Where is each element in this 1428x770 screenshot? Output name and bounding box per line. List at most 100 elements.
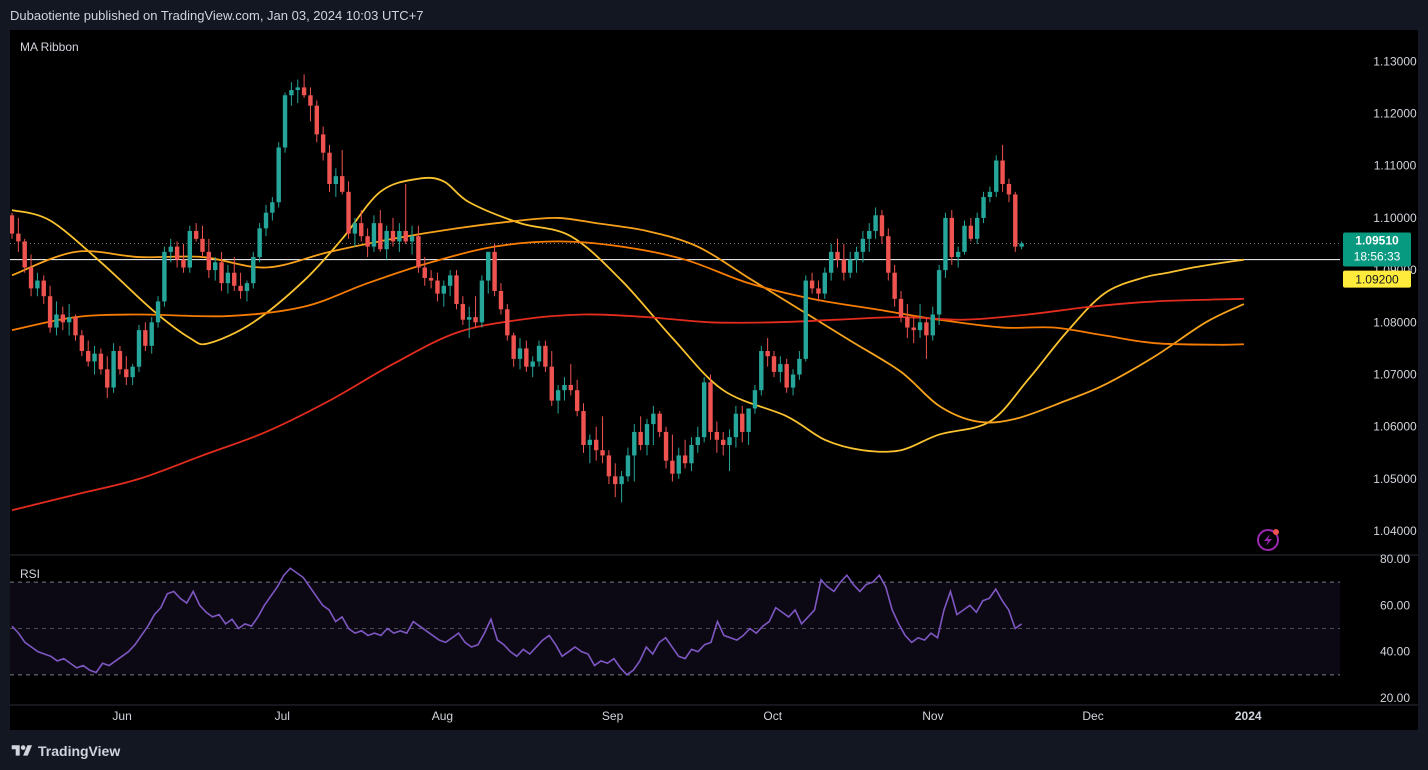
price-tick-label: 1.12000	[1373, 107, 1417, 121]
candle-body	[930, 314, 935, 336]
candle-body	[892, 272, 897, 299]
candle-body	[435, 280, 440, 294]
candle-body	[244, 283, 250, 291]
candle-body	[447, 275, 453, 286]
candle-body	[276, 147, 281, 203]
candle-body	[752, 390, 758, 409]
publisher-line: Dubaotiente published on TradingView.com…	[10, 8, 424, 23]
candle-body	[594, 439, 599, 451]
candle-body	[860, 238, 866, 252]
candle-body	[454, 275, 459, 305]
candle-body	[498, 291, 504, 310]
footer: TradingView	[10, 740, 120, 762]
candle-body	[365, 236, 370, 247]
time-tick-label: Jul	[275, 709, 290, 723]
candle-body	[822, 272, 827, 294]
candle-body	[213, 262, 218, 271]
candle-body	[867, 230, 872, 239]
last-price-label: 1.09510	[1355, 233, 1399, 247]
candle-body	[778, 364, 783, 372]
price-tick-label: 1.05000	[1373, 472, 1417, 486]
candle-body	[721, 439, 726, 445]
candle-body	[784, 364, 789, 388]
candle-body	[746, 408, 751, 432]
candle-body	[60, 314, 65, 323]
candle-body	[181, 259, 186, 268]
price-tick-label: 1.13000	[1373, 54, 1417, 68]
candle-body	[117, 351, 123, 370]
candle-body	[340, 176, 345, 192]
last-price-badge: 1.09510 18:56:33	[1343, 232, 1411, 267]
price-tick-label: 1.08000	[1373, 315, 1417, 329]
candle-body	[987, 191, 993, 198]
lightning-icon[interactable]	[1257, 529, 1279, 551]
candle-body	[232, 272, 237, 286]
candle-body	[295, 87, 300, 91]
candle-body	[632, 431, 637, 456]
candle-body	[327, 152, 332, 184]
candle-body	[47, 296, 53, 328]
candle-body	[238, 285, 243, 291]
candle-body	[917, 322, 923, 331]
candle-body	[968, 225, 974, 239]
candle-body	[663, 431, 669, 461]
candle-body	[835, 251, 840, 260]
candle-body	[168, 246, 173, 252]
candle-body	[905, 317, 910, 328]
candle-body	[187, 230, 192, 268]
candle-body	[333, 176, 339, 184]
candle-body	[41, 280, 46, 297]
candle-body	[657, 413, 662, 432]
candle-body	[555, 390, 561, 401]
rsi-line	[11, 567, 1023, 676]
candle-body	[568, 384, 573, 391]
candle-body	[695, 437, 700, 445]
rsi-pane[interactable]: RSI 80.00 60.00 40.00 20.00	[10, 552, 1410, 705]
candle-body	[676, 455, 681, 474]
candle-body	[28, 267, 34, 289]
candle-body	[92, 353, 97, 362]
candle-body	[803, 280, 808, 359]
candle-body	[587, 439, 593, 445]
ma-line-ma200	[11, 297, 1244, 512]
rsi-tick-label: 80.00	[1380, 552, 1410, 566]
candle-body	[35, 280, 40, 289]
candle-body	[727, 437, 732, 445]
candle-body	[854, 251, 859, 260]
rsi-axis[interactable]: 80.00 60.00 40.00 20.00	[1380, 552, 1410, 705]
candle-body	[73, 317, 78, 336]
tradingview-brand-text[interactable]: TradingView	[38, 743, 121, 759]
candle-body	[517, 348, 523, 359]
candle-body	[460, 304, 466, 320]
candle-body	[606, 455, 612, 477]
price-tick-label: 1.04000	[1373, 524, 1417, 538]
candle-body	[511, 335, 516, 359]
candle-body	[403, 230, 408, 242]
tradingview-logo-icon[interactable]	[10, 743, 34, 759]
candle-body	[981, 197, 986, 218]
candle-body	[416, 236, 421, 268]
price-axis[interactable]: 1.130001.120001.110001.100001.090001.080…	[1373, 54, 1417, 538]
chart-frame[interactable]: MA Ribbon 1.13000 1.12000 1.11000 1.10000 1.…	[10, 30, 1418, 730]
chart-svg[interactable]: MA Ribbon 1.13000 1.12000 1.11000 1.10000 1.…	[10, 30, 1418, 730]
candle-body	[549, 366, 554, 401]
time-axis[interactable]: Jun Jul Aug Sep Oct Nov Dec 2024	[112, 709, 1261, 723]
candle-body	[797, 358, 802, 375]
candle-body	[409, 236, 415, 242]
ma-value-badge-bg	[1343, 270, 1411, 288]
ma-value-badge: 1.09200	[1343, 270, 1411, 288]
rsi-tick-label: 40.00	[1380, 645, 1410, 659]
candle-body	[1013, 194, 1018, 247]
time-tick-label: Sep	[602, 709, 624, 723]
candle-body	[879, 215, 885, 237]
candle-body	[206, 251, 212, 271]
candle-body	[600, 450, 605, 456]
candle-body	[524, 348, 529, 367]
time-tick-label: 2024	[1235, 709, 1262, 723]
candle-body	[638, 431, 643, 445]
ma-line-ma100	[11, 240, 1244, 346]
price-tick-label: 1.07000	[1373, 368, 1417, 382]
rsi-tick-label: 60.00	[1380, 598, 1410, 612]
price-pane[interactable]: MA Ribbon 1.13000 1.12000 1.11000 1.10000 1.…	[10, 40, 1417, 551]
candle-body	[530, 361, 535, 367]
